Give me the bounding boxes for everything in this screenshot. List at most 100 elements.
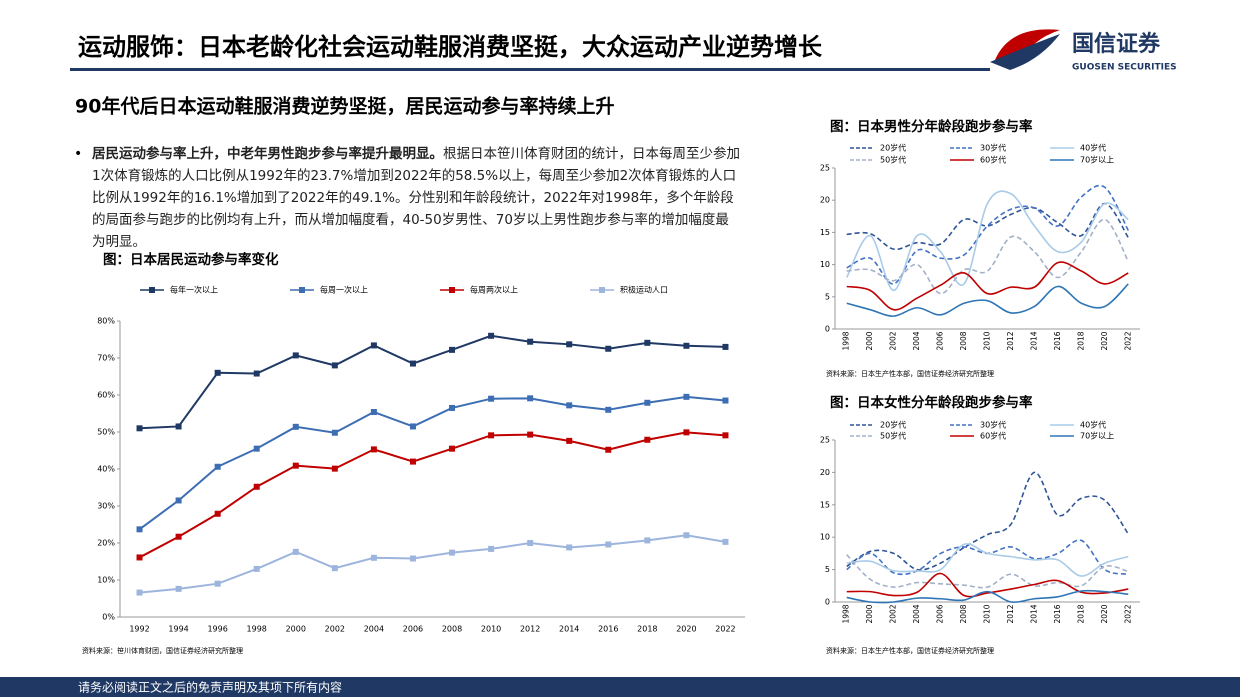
- point-marker: [644, 339, 651, 346]
- bullet-paragraph: 居民运动参与率上升，中老年男性跑步参与率提升最明显。根据日本笹川体育财团的统计，…: [92, 143, 740, 253]
- chart-title: 图：日本女性分年龄段跑步参与率: [830, 394, 1033, 411]
- point-marker: [409, 360, 416, 367]
- point-marker: [370, 446, 377, 453]
- x-tick-label: 2008: [959, 604, 968, 623]
- y-tick-label: 15: [820, 500, 830, 509]
- x-tick-label: 2002: [889, 331, 898, 350]
- legend-label: 每年一次以上: [170, 285, 218, 295]
- x-tick-label: 2012: [1006, 604, 1015, 623]
- x-tick-label: 2016: [1053, 331, 1062, 350]
- point-marker: [409, 423, 416, 430]
- point-marker: [175, 423, 182, 430]
- subtitle: 90年代后日本运动鞋服消费逆势坚挺，居民运动参与率持续上升: [75, 95, 614, 118]
- point-marker: [527, 395, 534, 402]
- point-marker: [409, 555, 416, 562]
- y-tick-label: 5: [825, 292, 830, 301]
- point-marker: [331, 465, 338, 472]
- point-marker: [136, 425, 143, 432]
- point-marker: [527, 338, 534, 345]
- bullet-text: 根据日本笹川体育财团的统计，日本每周至少参加1次体育锻炼的人口比例从1992年的…: [92, 146, 740, 250]
- y-tick-label: 50%: [97, 428, 115, 437]
- x-tick-label: 2014: [1029, 331, 1038, 350]
- series-line: [846, 190, 1129, 292]
- bullet-bold: 居民运动参与率上升，中老年男性跑步参与率提升最明显。: [92, 146, 443, 162]
- point-marker: [292, 423, 299, 430]
- x-tick-label: 1998: [842, 331, 851, 350]
- x-tick-label: 2002: [325, 625, 345, 634]
- series-line: [846, 283, 1129, 317]
- legend-label: 40岁代: [1080, 420, 1106, 430]
- point-marker: [605, 345, 612, 352]
- point-marker: [683, 429, 690, 436]
- series-line: [846, 218, 1129, 295]
- x-tick-label: 2004: [364, 625, 384, 634]
- point-marker: [449, 549, 456, 556]
- x-tick-label: 2000: [865, 331, 874, 350]
- point-marker: [136, 526, 143, 533]
- chart-title: 图：日本居民运动参与率变化: [103, 251, 279, 268]
- legend-marker: [599, 287, 605, 293]
- legend-label: 20岁代: [880, 143, 906, 153]
- legend-label: 50岁代: [880, 431, 906, 441]
- x-tick-label: 2022: [1123, 331, 1132, 350]
- bullet-dot: •: [74, 146, 83, 162]
- x-tick-label: 2002: [889, 604, 898, 623]
- point-marker: [331, 565, 338, 572]
- x-tick-label: 2010: [983, 604, 992, 623]
- point-marker: [136, 554, 143, 561]
- x-tick-label: 1992: [129, 625, 149, 634]
- point-marker: [370, 342, 377, 349]
- point-marker: [722, 343, 729, 350]
- y-tick-label: 10%: [97, 576, 115, 585]
- y-tick-label: 30%: [97, 502, 115, 511]
- point-marker: [566, 544, 573, 551]
- point-marker: [175, 497, 182, 504]
- point-marker: [488, 545, 495, 552]
- legend-label: 70岁以上: [1080, 155, 1114, 165]
- legend-marker: [299, 287, 305, 293]
- x-tick-label: 2010: [983, 331, 992, 350]
- x-tick-label: 2008: [959, 331, 968, 350]
- y-tick-label: 20: [820, 468, 830, 477]
- header-rule: [70, 68, 990, 71]
- x-tick-label: 2000: [286, 625, 306, 634]
- point-marker: [722, 432, 729, 439]
- x-tick-label: 2016: [598, 625, 618, 634]
- point-marker: [214, 580, 221, 587]
- series-line: [846, 554, 1129, 589]
- point-marker: [136, 589, 143, 596]
- series-line: [846, 261, 1129, 311]
- point-marker: [370, 554, 377, 561]
- point-marker: [722, 397, 729, 404]
- series-line: [139, 431, 726, 559]
- series-line: [846, 589, 1129, 604]
- y-tick-label: 80%: [97, 317, 115, 326]
- series-line: [138, 395, 726, 531]
- point-marker: [683, 532, 690, 539]
- x-tick-label: 2020: [676, 625, 696, 634]
- footer-text: 请务必阅读正文之后的免责声明及其项下所有内容: [78, 680, 342, 695]
- series-line: [846, 543, 1129, 577]
- x-tick-label: 2006: [403, 625, 423, 634]
- y-tick-label: 40%: [97, 465, 115, 474]
- point-marker: [488, 332, 495, 339]
- point-marker: [488, 432, 495, 439]
- chart-source: 资料来源：笹川体育财团，国信证券经济研究所整理: [82, 646, 243, 655]
- x-tick-label: 2006: [936, 331, 945, 350]
- series-line: [846, 202, 1129, 251]
- legend-label: 30岁代: [980, 420, 1006, 430]
- legend-label: 60岁代: [980, 431, 1006, 441]
- y-tick-label: 25: [820, 164, 830, 173]
- x-tick-label: 2004: [912, 604, 921, 623]
- chart-source: 资料来源：日本生产性本部，国信证券经济研究所整理: [826, 646, 994, 655]
- legend-marker: [149, 287, 155, 293]
- x-tick-label: 2000: [865, 604, 874, 623]
- y-tick-label: 15: [820, 228, 830, 237]
- logo-en: GUOSEN SECURITIES: [1072, 63, 1177, 73]
- point-marker: [605, 541, 612, 548]
- y-tick-label: 20%: [97, 539, 115, 548]
- x-tick-label: 2014: [559, 625, 579, 634]
- logo-blue: [990, 34, 1060, 70]
